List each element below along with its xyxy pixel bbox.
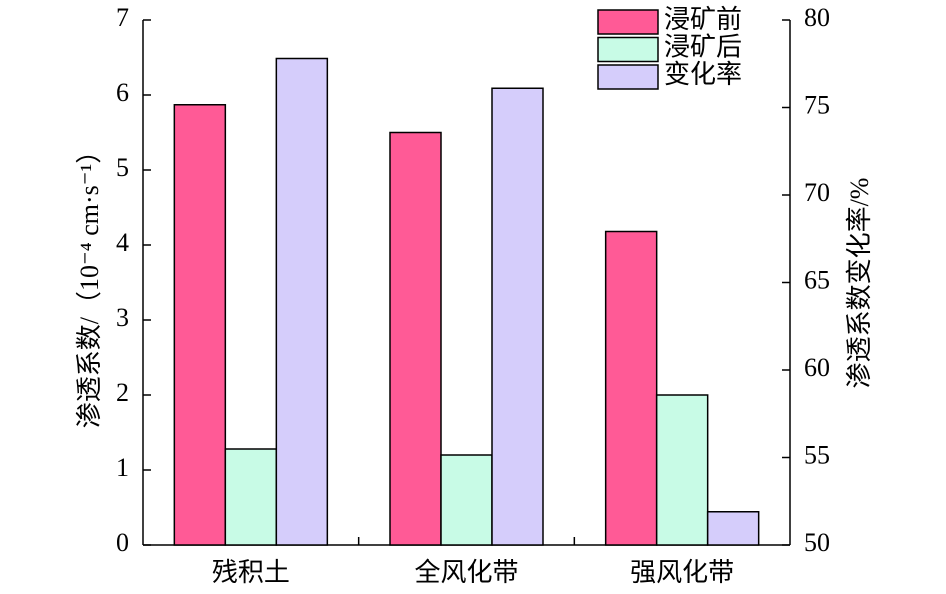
- x-tick-label: 强风化带: [630, 558, 734, 587]
- y-tick-label: 4: [116, 228, 129, 257]
- bar: [224, 448, 278, 546]
- legend-label: 变化率: [664, 60, 742, 89]
- bar: [275, 57, 329, 546]
- legend-label: 浸矿前: [664, 5, 742, 34]
- y2-tick-label: 50: [804, 528, 830, 557]
- y-tick-label: 3: [116, 303, 129, 332]
- y-tick-label: 0: [116, 528, 129, 557]
- y2-tick-label: 70: [804, 178, 830, 207]
- legend-label: 浸矿后: [664, 32, 742, 61]
- bar: [389, 131, 442, 546]
- y2-tick-label: 65: [804, 265, 830, 294]
- y2-tick-label: 55: [804, 440, 830, 469]
- y-tick-label: 5: [116, 153, 129, 182]
- bar: [706, 511, 760, 546]
- y2-tick-label: 75: [804, 90, 830, 119]
- y-axis-label: 渗透系数/（10⁻⁴ cm·s⁻¹）: [75, 138, 104, 429]
- y-tick-label: 2: [116, 378, 129, 407]
- legend-swatch: [597, 64, 659, 90]
- legend-swatch: [597, 36, 659, 63]
- bar: [491, 87, 544, 546]
- y2-tick-label: 60: [804, 353, 830, 382]
- x-tick-label: 全风化带: [414, 558, 518, 587]
- x-tick-label: 残积土: [212, 558, 290, 587]
- y-tick-label: 7: [116, 3, 129, 32]
- bar: [604, 230, 658, 546]
- y-tick-label: 1: [116, 453, 129, 482]
- legend-swatch: [597, 9, 659, 35]
- y2-axis-label: 渗透系数变化率/%: [845, 178, 874, 389]
- bar: [173, 104, 227, 546]
- y2-tick-label: 80: [804, 3, 830, 32]
- y-tick-label: 6: [116, 78, 129, 107]
- bar: [655, 394, 709, 546]
- bar: [440, 454, 493, 546]
